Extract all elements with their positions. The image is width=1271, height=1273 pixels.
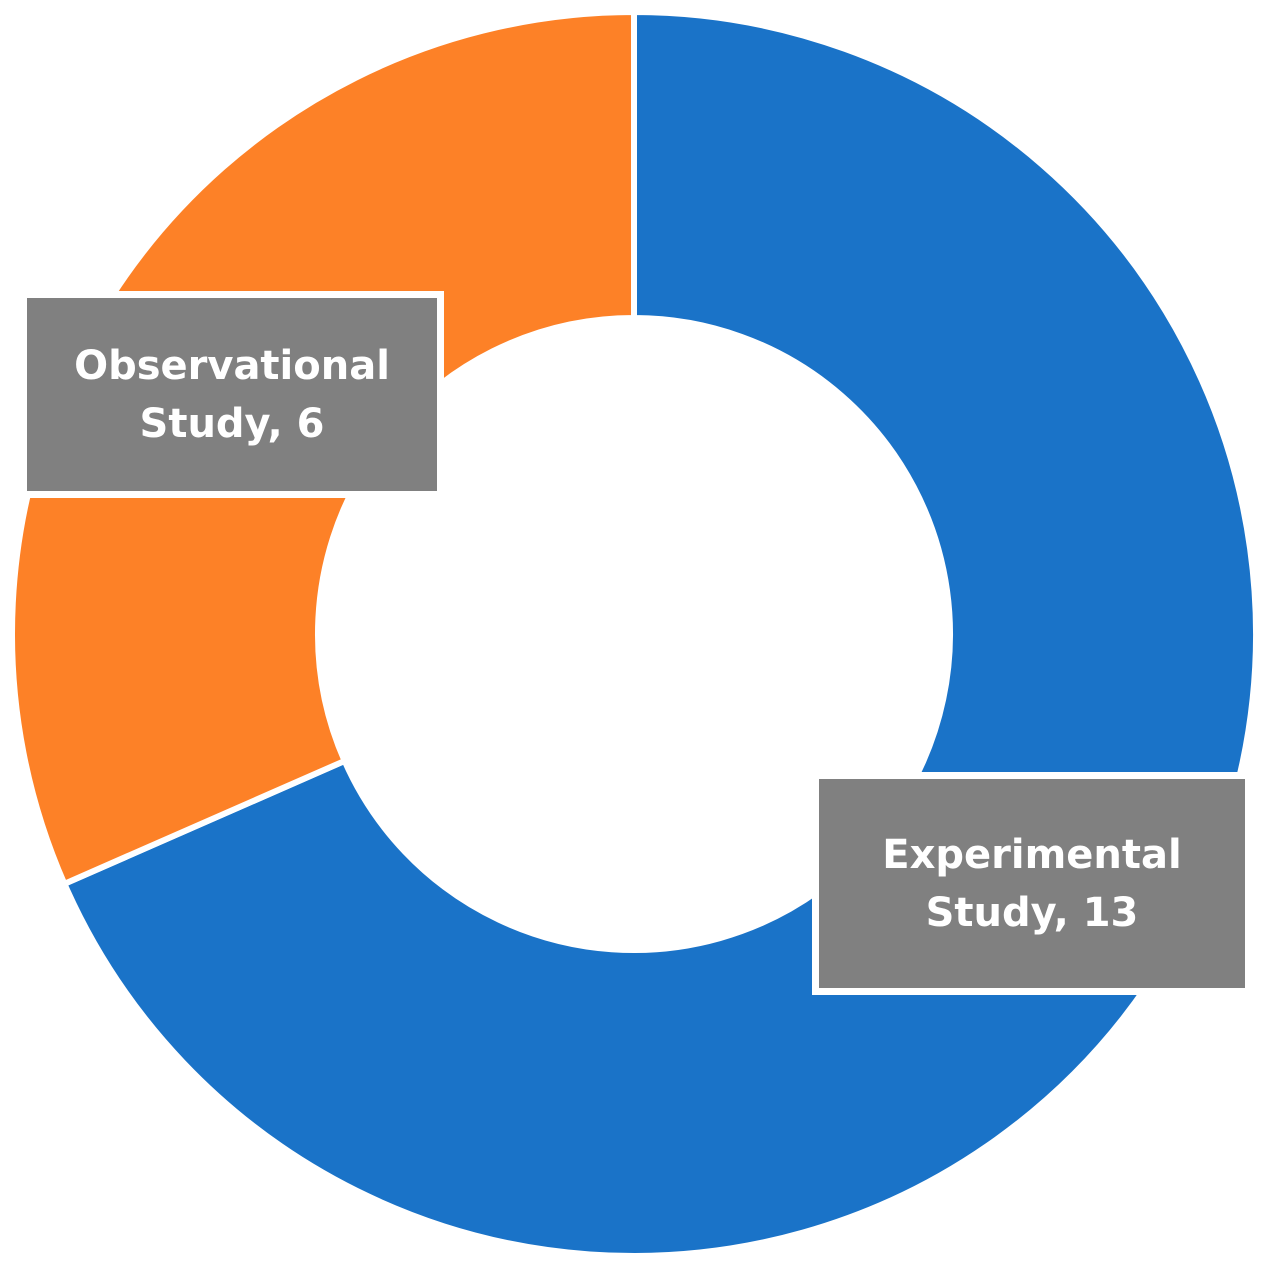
data-label-experimental-line2: Study, 13 [925, 889, 1139, 936]
data-label-observational-study: Observational Study, 6 [20, 291, 444, 498]
data-label-experimental-study: Experimental Study, 13 [812, 772, 1252, 995]
data-label-observational-line1: Observational [74, 342, 390, 389]
data-label-observational-line2: Study, 6 [139, 400, 325, 447]
data-label-experimental-line1: Experimental [882, 831, 1182, 878]
donut-slices [9, 8, 1259, 1259]
